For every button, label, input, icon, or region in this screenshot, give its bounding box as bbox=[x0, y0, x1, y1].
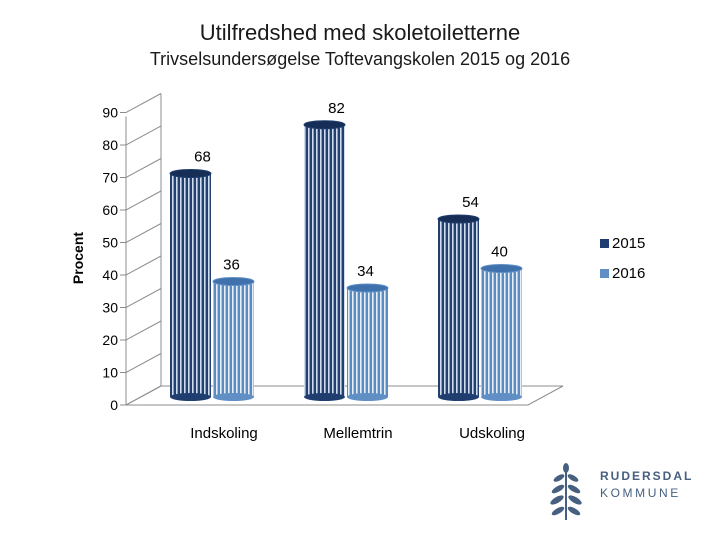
data-label-2015: 68 bbox=[194, 149, 211, 166]
rudersdal-logo-icon bbox=[550, 463, 582, 520]
bar-base-2016 bbox=[481, 393, 522, 401]
y-tick-label: 90 bbox=[102, 105, 118, 121]
logo-subname: KOMMUNE bbox=[600, 486, 681, 500]
data-label-2016: 40 bbox=[491, 244, 508, 261]
bar-top-2016 bbox=[212, 277, 255, 286]
y-gridline bbox=[125, 255, 162, 276]
bar-base-2015 bbox=[304, 393, 345, 401]
data-label-2015: 54 bbox=[462, 194, 479, 211]
y-gridline bbox=[125, 320, 162, 341]
legend-swatch-2015 bbox=[600, 239, 609, 248]
bar-base-2016 bbox=[213, 393, 254, 401]
bar-top-2016 bbox=[346, 283, 389, 293]
data-label-2015: 82 bbox=[328, 100, 345, 117]
bar-2016 bbox=[213, 281, 254, 397]
chart-title: Utilfredshed med skoletoiletterne bbox=[199, 20, 521, 45]
y-tick-label: 30 bbox=[102, 300, 118, 316]
x-tick-label: Indskoling bbox=[190, 425, 258, 442]
bar-2015 bbox=[304, 124, 345, 397]
y-gridline bbox=[125, 353, 162, 373]
y-gridline bbox=[125, 223, 162, 243]
bar-top-2016 bbox=[480, 264, 523, 273]
bar-base-2015 bbox=[170, 393, 211, 401]
y-gridline bbox=[125, 93, 162, 113]
y-tick-label: 70 bbox=[102, 170, 118, 186]
bar-2016 bbox=[347, 288, 388, 397]
y-tick-label: 40 bbox=[102, 267, 118, 283]
chart-subtitle: Trivselsundersøgelse Toftevangskolen 201… bbox=[149, 49, 571, 69]
logo-name: RUDERSDAL bbox=[600, 469, 694, 483]
data-label-2016: 36 bbox=[223, 257, 240, 274]
bar-2016 bbox=[481, 268, 522, 397]
y-tick-label: 10 bbox=[102, 365, 118, 381]
y-gridline bbox=[125, 158, 162, 178]
y-tick-label: 50 bbox=[102, 235, 118, 251]
y-tick-label: 0 bbox=[110, 397, 118, 413]
y-tick-label: 60 bbox=[102, 202, 118, 218]
x-tick-label: Udskoling bbox=[459, 425, 525, 442]
data-label-2016: 34 bbox=[357, 263, 374, 280]
bar-base-2015 bbox=[438, 393, 479, 401]
bar-2015 bbox=[438, 219, 479, 397]
legend-swatch-2016 bbox=[600, 269, 609, 278]
legend-label-2015: 2015 bbox=[612, 235, 645, 252]
bar-2015 bbox=[170, 173, 211, 397]
x-tick-label: Mellemtrin bbox=[323, 425, 392, 442]
y-gridline bbox=[125, 125, 162, 146]
y-axis-title: Procent bbox=[70, 232, 86, 284]
y-tick-label: 80 bbox=[102, 137, 118, 153]
floor bbox=[125, 385, 564, 406]
bar-base-2016 bbox=[347, 393, 388, 401]
bar-top-2015 bbox=[303, 120, 346, 130]
y-tick-label: 20 bbox=[102, 332, 118, 348]
bar-top-2015 bbox=[437, 214, 480, 224]
bar-top-2015 bbox=[169, 169, 212, 178]
y-gridline bbox=[125, 288, 162, 308]
legend-label-2016: 2016 bbox=[612, 265, 645, 282]
y-gridline bbox=[125, 190, 162, 211]
